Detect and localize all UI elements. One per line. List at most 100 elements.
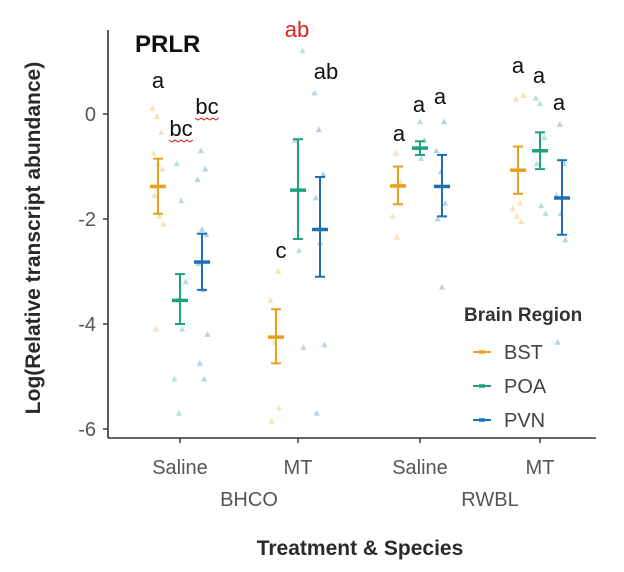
data-point-poa [296, 247, 303, 253]
data-point-pvn [433, 147, 440, 154]
data-point-pvn [438, 283, 446, 290]
significance-letter: ab [314, 59, 338, 84]
x-tick-label: MT [284, 457, 313, 479]
data-point-pvn [312, 194, 319, 201]
x-axis-label: Treatment & Species [257, 537, 464, 560]
data-point-poa [418, 155, 425, 162]
y-ticks: 0 -2 -4 -6 [78, 104, 108, 441]
data-point-bst [150, 149, 157, 156]
significance-letter: ab [285, 17, 309, 42]
data-point-poa [541, 134, 548, 141]
data-point-pvn [315, 126, 322, 133]
data-point-bst [276, 404, 283, 411]
squiggle-underline [168, 139, 194, 143]
data-point-pvn [554, 338, 561, 345]
data-point-pvn [313, 409, 320, 416]
data-point-pvn [204, 331, 211, 337]
y-tick-label: -6 [78, 419, 96, 441]
data-point-pvn [434, 215, 441, 222]
legend-label-bst: BST [504, 342, 543, 364]
data-point-pvn [202, 165, 209, 172]
data-point-pvn [442, 199, 449, 206]
data-point-bst [275, 268, 282, 274]
data-point-poa [532, 94, 539, 101]
x-ticks: Saline MT Saline MT [152, 438, 554, 479]
data-point-bst [392, 149, 399, 156]
species-label-bhco: BHCO [220, 489, 278, 511]
data-point-bst [160, 220, 167, 227]
data-point-pvn [197, 147, 204, 154]
data-point-poa [173, 160, 180, 167]
significance-letter: a [434, 84, 447, 109]
data-point-bst [151, 191, 158, 198]
data-point-bst [156, 212, 163, 219]
x-tick-label: MT [526, 457, 555, 479]
axes [107, 30, 596, 439]
data-point-pvn [437, 168, 444, 175]
data-point-poa [533, 160, 540, 167]
y-tick-label: -2 [78, 209, 96, 231]
data-point-poa [299, 47, 306, 54]
chart-title: PRLR [135, 31, 200, 58]
data-point-bst [268, 417, 275, 424]
significance-letter: a [512, 53, 525, 78]
data-point-bst [393, 233, 400, 240]
data-point-pvn [562, 236, 569, 243]
data-point-pvn [198, 226, 206, 232]
significance-letter: a [413, 92, 426, 117]
data-point-bst [513, 212, 520, 219]
data-point-pvn [320, 170, 327, 177]
data-point-poa [178, 197, 185, 204]
y-tick-label: 0 [85, 104, 96, 126]
data-point-pvn [441, 118, 448, 125]
data-point-bst [520, 92, 527, 99]
data-point-poa [171, 375, 178, 382]
data-point-poa [542, 210, 549, 217]
data-point-bst [267, 296, 274, 303]
data-point-pvn [201, 375, 208, 382]
data-point-poa [538, 202, 545, 209]
x-tick-label: Saline [152, 457, 208, 479]
data-point-poa [416, 118, 424, 125]
data-point-bst [389, 212, 396, 219]
legend: Brain Region BST POA PVN [464, 305, 582, 432]
data-point-pvn [196, 359, 203, 366]
significance-letter: bc [169, 116, 192, 141]
species-labels: BHCO RWBL [220, 489, 519, 511]
significance-letter: a [533, 63, 546, 88]
legend-items: BST POA PVN [473, 342, 547, 432]
species-label-rwbl: RWBL [461, 489, 518, 511]
significance-letter: c [276, 238, 287, 263]
data-point-bst [512, 95, 519, 102]
data-point-bst [518, 218, 525, 225]
data-point-bst [271, 338, 278, 345]
legend-label-poa: POA [504, 376, 547, 398]
significance-letter: a [553, 90, 566, 115]
data-point-bst [158, 128, 165, 135]
y-tick-label: -4 [78, 314, 96, 336]
data-point-pvn [557, 210, 564, 217]
data-point-poa [175, 409, 182, 416]
data-point-pvn [556, 121, 563, 127]
data-point-poa [300, 344, 307, 351]
error-bars [150, 131, 570, 365]
data-point-pvn [194, 176, 201, 183]
data-point-bst [152, 325, 159, 332]
data-point-poa [536, 100, 544, 106]
data-point-pvn [311, 89, 318, 96]
significance-letter: bc [195, 94, 218, 119]
squiggle-underline [194, 117, 220, 121]
data-point-poa [179, 325, 186, 332]
data-point-poa [182, 278, 189, 285]
legend-label-pvn: PVN [504, 410, 545, 432]
y-axis-label: Log(Relative transcript abundance) [22, 62, 45, 414]
data-point-bst [149, 105, 156, 112]
data-point-bst [153, 113, 160, 120]
data-point-bst [509, 205, 516, 211]
significance-letter: a [152, 68, 165, 93]
data-point-bst [517, 199, 524, 206]
x-tick-label: Saline [392, 457, 448, 479]
significance-letter: a [393, 121, 406, 146]
